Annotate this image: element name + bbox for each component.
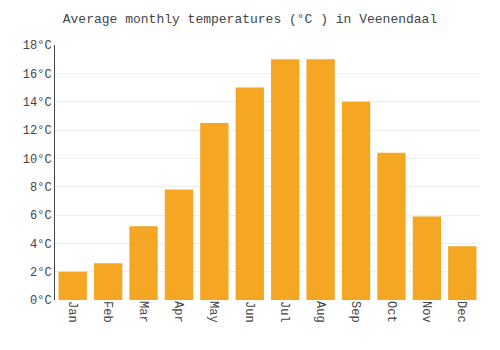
svg-text:Aug: Aug (313, 301, 327, 323)
svg-text:0°C: 0°C (30, 294, 52, 308)
svg-text:Average monthly temperatures (: Average monthly temperatures (°C ) in Ve… (63, 12, 438, 27)
svg-text:Oct: Oct (384, 301, 398, 323)
svg-text:16°C: 16°C (23, 68, 52, 82)
svg-text:Jun: Jun (242, 301, 256, 323)
svg-text:10°C: 10°C (23, 153, 52, 167)
svg-text:18°C: 18°C (23, 39, 52, 53)
svg-text:Feb: Feb (100, 301, 114, 323)
svg-text:Nov: Nov (419, 301, 433, 323)
svg-text:14°C: 14°C (23, 96, 52, 110)
svg-text:8°C: 8°C (30, 181, 52, 195)
svg-text:Mar: Mar (136, 301, 150, 323)
svg-text:Jan: Jan (65, 301, 79, 323)
svg-text:Sep: Sep (348, 301, 362, 323)
svg-text:Jul: Jul (277, 301, 291, 323)
svg-text:6°C: 6°C (30, 209, 52, 223)
svg-text:May: May (206, 301, 220, 323)
svg-text:2°C: 2°C (30, 266, 52, 280)
svg-text:Apr: Apr (171, 301, 185, 323)
svg-text:Dec: Dec (454, 301, 468, 323)
svg-text:4°C: 4°C (30, 238, 52, 252)
svg-text:12°C: 12°C (23, 124, 52, 138)
